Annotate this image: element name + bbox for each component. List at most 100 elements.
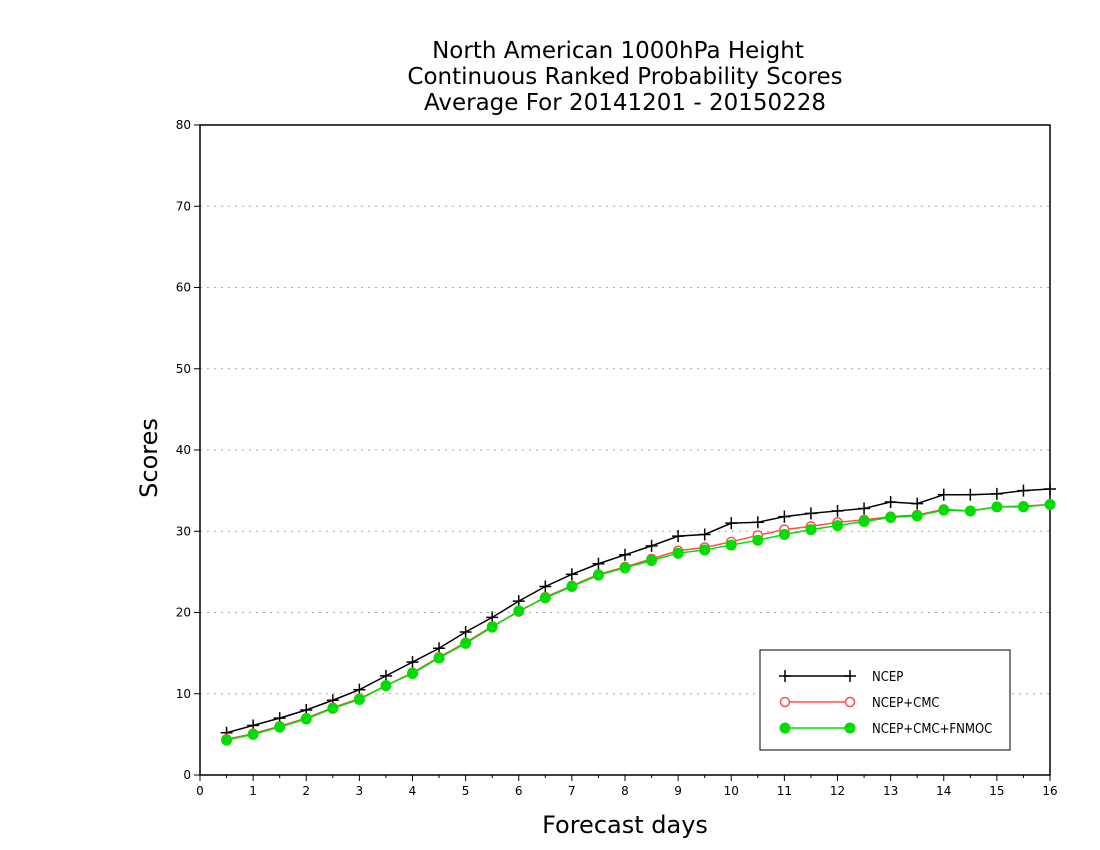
data-point <box>698 528 711 541</box>
legend-label: NCEP+CMC <box>872 696 940 711</box>
data-point <box>380 680 392 692</box>
data-point <box>990 487 1003 500</box>
legend-entry: NCEP+CMC <box>779 696 940 711</box>
x-tick-label: 15 <box>989 784 1004 798</box>
data-point <box>619 548 631 561</box>
data-point <box>221 734 233 746</box>
data-point <box>459 626 472 638</box>
x-tick-label: 4 <box>409 784 417 798</box>
gridlines <box>200 205 1050 695</box>
data-point <box>406 656 419 669</box>
legend-entry: NCEP+CMC+FNMOC <box>779 722 992 737</box>
x-tick-label: 13 <box>883 784 898 798</box>
data-point <box>565 568 578 581</box>
data-point <box>513 605 525 617</box>
data-point <box>247 728 259 740</box>
x-tick-label: 11 <box>777 784 792 798</box>
data-point <box>832 520 843 532</box>
data-point <box>566 581 578 592</box>
x-axis: 0 1 2 3 4 5 6 7 8 9 10 11 12 13 14 15 16 <box>196 775 1058 798</box>
data-point <box>645 539 658 552</box>
data-point <box>725 539 737 551</box>
data-point <box>752 534 764 546</box>
title-line-2: Continuous Ranked Probability Scores <box>407 64 842 90</box>
y-tick-label: 30 <box>176 524 191 538</box>
data-point <box>327 702 339 714</box>
legend-marker <box>779 670 791 682</box>
legend-label: NCEP <box>872 670 903 685</box>
y-axis: 0 10 20 30 40 50 60 70 80 <box>176 118 200 782</box>
data-point <box>911 497 924 510</box>
legend-marker <box>844 696 856 708</box>
data-point <box>778 529 790 540</box>
data-point <box>991 501 1003 513</box>
data-point <box>407 667 418 679</box>
legend-marker <box>844 722 856 734</box>
data-point <box>699 544 711 556</box>
data-point <box>804 507 817 520</box>
legend: NCEP NCEP+CMC NCEP+CMC+FNMOC <box>759 649 1011 751</box>
data-point <box>539 580 552 593</box>
x-tick-label: 6 <box>515 784 523 798</box>
x-tick-label: 3 <box>356 784 364 798</box>
data-point <box>1017 484 1030 497</box>
data-point <box>1044 498 1056 510</box>
data-point <box>858 502 871 515</box>
legend-marker <box>779 696 791 708</box>
x-tick-label: 16 <box>1042 784 1057 798</box>
legend-entry: NCEP <box>779 670 903 685</box>
series-ncep <box>220 483 1056 739</box>
data-point <box>353 693 365 705</box>
data-point <box>778 510 791 523</box>
data-point <box>460 637 472 649</box>
x-tick-label: 14 <box>936 784 951 798</box>
legend-label: NCEP+CMC+FNMOC <box>872 722 992 737</box>
data-point <box>805 524 817 536</box>
data-point <box>1017 501 1029 513</box>
data-point <box>938 504 950 516</box>
data-point <box>964 505 976 517</box>
title-line-3: Average For 20141201 - 20150228 <box>424 90 826 116</box>
legend-marker <box>779 722 791 734</box>
data-point <box>274 721 286 733</box>
x-tick-label: 5 <box>462 784 470 798</box>
data-point <box>911 510 923 522</box>
x-tick-label: 7 <box>568 784 576 798</box>
y-tick-label: 20 <box>176 606 191 620</box>
y-axis-label: Scores <box>135 418 163 498</box>
data-point <box>619 562 631 574</box>
x-tick-label: 1 <box>249 784 257 798</box>
data-point <box>512 595 525 608</box>
x-tick-label: 8 <box>621 784 629 798</box>
data-point <box>884 496 897 508</box>
y-tick-label: 50 <box>176 362 191 376</box>
x-tick-label: 12 <box>830 784 845 798</box>
data-point <box>937 488 950 501</box>
data-point <box>592 557 605 570</box>
data-point <box>646 555 658 566</box>
data-point <box>964 488 977 501</box>
x-tick-label: 10 <box>724 784 739 798</box>
data-point <box>751 516 764 529</box>
data-point <box>539 592 551 604</box>
data-point <box>433 652 445 664</box>
chart-title: North American 1000hPa Height Continuous… <box>407 38 842 116</box>
data-point <box>486 621 498 633</box>
data-point <box>592 569 604 581</box>
y-tick-label: 80 <box>176 118 191 132</box>
data-point <box>300 713 312 725</box>
data-point <box>885 511 897 523</box>
data-point <box>672 530 685 543</box>
legend-box <box>759 649 1011 751</box>
series-ncep-cmc-fnmoc <box>221 498 1056 746</box>
data-point <box>725 517 738 530</box>
data-point <box>672 547 684 559</box>
x-tick-label: 0 <box>196 784 204 798</box>
x-axis-label: Forecast days <box>542 811 708 839</box>
y-tick-label: 70 <box>176 199 191 213</box>
y-tick-label: 10 <box>176 687 191 701</box>
series-group <box>220 483 1056 746</box>
y-tick-label: 0 <box>183 768 191 782</box>
data-point <box>858 516 870 527</box>
